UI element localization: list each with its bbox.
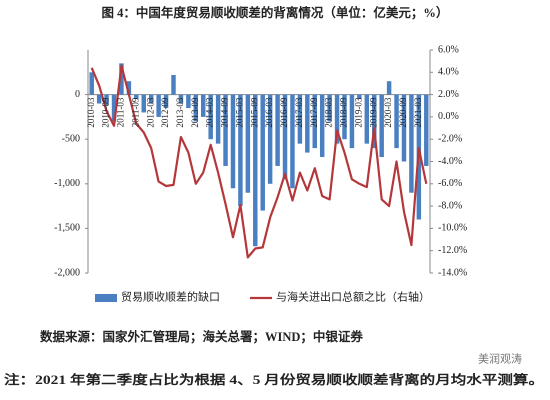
bar [401,94,407,162]
bar [111,94,117,122]
x-tick-label: 2012-03 [145,97,155,127]
bar [386,81,392,95]
y-tick-label: -1,000 [54,178,80,189]
bar [394,94,399,149]
y2-tick-label: -10.0% [438,223,467,234]
bar [148,94,154,104]
bar [342,94,347,140]
bar [208,94,213,140]
x-tick-label: 2014-03 [205,97,215,127]
y-tick-label: -500 [62,133,80,144]
x-tick-label: 2014-09 [220,97,230,127]
bar [156,94,161,117]
bar [305,94,310,153]
bar [193,94,199,122]
x-tick-label: 2010-03 [86,97,96,127]
bar [334,94,340,144]
x-tick-label: 2016-09 [279,97,289,127]
x-tick-label: 2020-09 [398,97,408,127]
bar [223,94,228,166]
y2-tick-label: -8.0% [438,200,462,211]
x-tick-label: 2010-09 [101,97,111,127]
y2-tick-label: -2.0% [438,133,462,144]
y-tick-label: -1,500 [54,223,80,234]
bar [290,94,295,189]
x-tick-label: 2019-09 [368,97,378,127]
y2-tick-label: -4.0% [438,156,462,167]
bar [260,94,265,211]
bar [89,72,94,95]
bar [178,94,184,104]
x-tick-label: 2020-03 [383,97,393,127]
bar [141,94,146,113]
legend-swatch [95,294,117,302]
y2-tick-label: 0.0% [438,111,459,122]
bar [171,74,176,95]
x-tick-label: 2012-09 [160,97,170,127]
x-tick-label: 2015-09 [249,97,259,127]
chart-title: 图 4：中国年度贸易顺收顺差的背离情况（单位：亿美元；%） [102,5,449,20]
bar [282,94,288,180]
y-tick-label: -2,000 [54,267,80,278]
x-tick-label: 2018-09 [339,97,349,127]
y2-tick-label: -6.0% [438,178,462,189]
bar [409,94,414,193]
bar [119,63,124,95]
bar [275,94,280,166]
bar [104,94,109,106]
bar [372,94,377,149]
x-tick-label: 2011-09 [130,97,140,127]
bar [253,94,258,247]
x-tick-label: 2015-03 [234,97,244,127]
bar [424,94,429,166]
bar [126,81,132,95]
bar [238,94,243,207]
watermark: 美润观涛 [478,352,522,366]
y2-tick-label: 6.0% [438,44,459,55]
x-tick-label: 2011-03 [116,97,126,127]
y-tick-label: 0 [75,89,80,100]
x-tick-label: 2017-03 [294,97,304,127]
y2-tick-label: 2.0% [438,89,459,100]
bar [163,94,169,108]
bar [215,94,221,144]
bar [230,94,236,189]
y2-tick-label: 4.0% [438,67,459,78]
bar [267,94,273,184]
bar [312,94,317,149]
bar [349,94,355,149]
x-tick-label: 2016-03 [264,97,274,127]
bar [357,94,362,100]
source: 数据来源：国家外汇管理局；海关总署；WIND；中银证券 [39,329,363,344]
x-tick-label: 2019-03 [353,97,363,127]
legend-label: 贸易顺收顺差的缺口 [121,290,220,304]
note: 注：2021 年第二季度占比为根据 4、5 月份贸易顺收顺差背离的月均水平测算。 [4,372,544,387]
bar [364,94,370,144]
x-tick-label: 2013-09 [190,97,200,127]
x-tick-label: 2013-03 [175,97,185,127]
bar [245,94,251,193]
legend-label: 与海关进出口总额之比（右轴） [276,290,430,304]
bar [297,94,303,144]
y2-tick-label: -12.0% [438,245,467,256]
bar [134,94,139,100]
y2-tick-label: -14.0% [438,267,467,278]
bar [379,94,384,158]
bar [327,94,332,122]
bar [319,94,325,158]
line [90,64,428,259]
bar [186,94,191,108]
bar [201,94,206,117]
x-tick-label: 2021-03 [413,97,423,127]
bar [96,94,102,104]
x-tick-label: 2018-03 [324,97,334,127]
x-tick-label: 2017-09 [309,97,319,127]
